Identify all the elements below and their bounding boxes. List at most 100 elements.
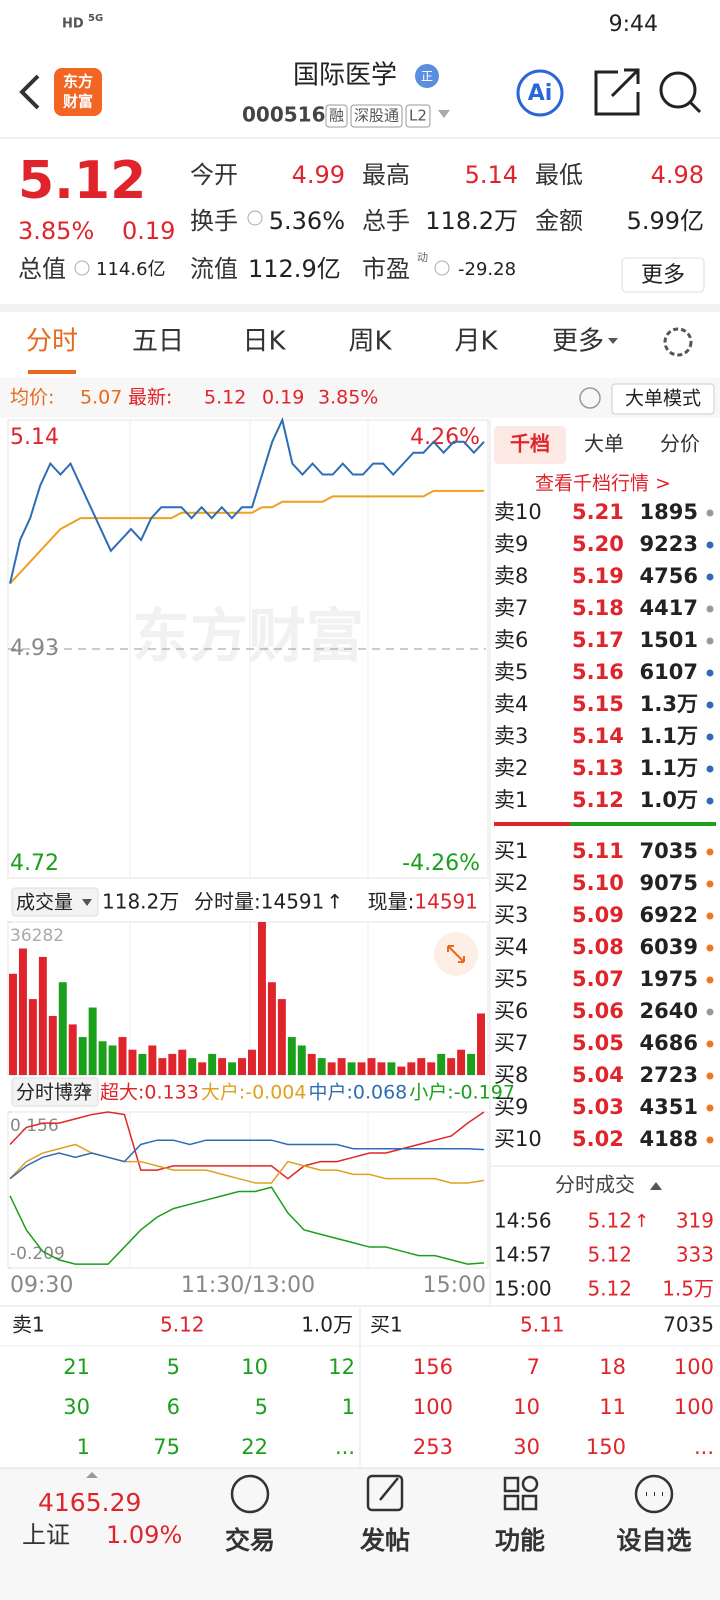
book-label: 卖7 [494,596,528,620]
volume-selector[interactable] [11,887,99,917]
tab[interactable]: 五日 [132,327,184,357]
book-price: 5.20 [572,532,624,556]
mode-button-frame[interactable] [611,383,715,415]
index-indicator [86,1472,98,1478]
back-button[interactable] [19,74,40,110]
queue-cell: 100 [674,1395,714,1419]
post-icon[interactable] [366,1474,404,1512]
book-price: 5.03 [572,1095,624,1119]
info-icon[interactable] [434,260,450,276]
stock-name: 国际医学 [293,61,397,91]
function-icon [503,1494,520,1511]
ai-text[interactable]: Ai [528,81,553,106]
book-price: 5.19 [572,564,624,588]
y-tick-label: 36282 [10,926,64,946]
queue-cell: 11 [599,1395,626,1419]
book-tab[interactable]: 千档 [510,432,550,456]
tab[interactable]: 月K [454,327,498,357]
tab-dropdown [608,338,618,344]
book-volume: 1975 [640,967,698,991]
book-label: 卖1 [494,788,528,812]
book-dot [706,912,714,920]
index-name: 上证 [22,1521,70,1549]
book-dot [706,733,714,741]
volume-bar [277,999,286,1075]
function-icon [521,1494,538,1511]
volume-bar [188,1058,197,1075]
queue-cell: 150 [586,1435,626,1459]
y-tick-label: 4.72 [10,851,59,876]
queue-volume: 7035 [663,1313,714,1337]
more-button[interactable] [621,257,705,293]
book-price: 5.16 [572,660,624,684]
function-icon[interactable] [503,1476,520,1493]
book-price: 5.06 [572,999,624,1023]
book-tab[interactable]: 大单 [584,432,624,456]
book-volume: 1895 [640,500,698,524]
funds-chart-frame [7,1111,489,1269]
volume-bar [367,1058,376,1075]
volume-bar [437,1053,446,1075]
queue-cell: 156 [413,1355,453,1379]
watchlist-icon[interactable] [634,1474,674,1514]
trade-price: 5.12 [587,1209,632,1233]
expand-icon [447,945,465,963]
book-dot [706,976,714,984]
legend-value: -0.004 [245,1082,306,1104]
legend-value: -0.197 [454,1082,515,1104]
queue-cell: 1 [77,1435,90,1459]
info-icon[interactable] [74,260,90,276]
volume-bar [168,1053,177,1075]
trades-toggle [650,1182,662,1190]
nav-item[interactable]: 发帖 [359,1526,410,1555]
volume-bar [467,1053,476,1075]
funds-selector[interactable] [11,1077,99,1107]
book-dot [706,765,714,773]
trade-volume: 333 [676,1243,714,1267]
volume-bar [178,1049,187,1075]
trade-icon[interactable] [230,1474,270,1514]
tab[interactable]: 周K [348,327,392,357]
book-dot [706,797,714,805]
info-icon[interactable] [247,210,263,226]
more-button-label[interactable]: 更多 [641,263,685,288]
queue-cell: 5 [255,1395,268,1419]
volume-bar [327,1062,336,1075]
header-icons [594,68,702,116]
volume-selector-label[interactable]: 成交量 [16,892,73,914]
settings-icon[interactable] [663,327,693,357]
info-avg: 5.07 [80,387,122,409]
volume-bar [78,1037,87,1075]
ai-button[interactable] [516,69,564,117]
trade-time: 15:00 [494,1277,552,1301]
help-icon[interactable] [579,387,601,409]
legend-value: 0.068 [353,1082,407,1104]
book-label: 买8 [494,1063,528,1087]
divider [0,304,720,312]
status-time: 9:44 [609,12,658,37]
trade-arrow: ↑ [634,1211,649,1232]
nav-item[interactable]: 设自选 [616,1526,691,1555]
queue-label: 买1 [370,1313,403,1337]
book-link[interactable]: 查看千档行情 > [535,473,671,495]
nav-item[interactable]: 功能 [495,1526,545,1555]
book-label: 买10 [494,1127,542,1151]
book-label: 买6 [494,999,528,1023]
nav-icons [230,1474,674,1514]
nav-item[interactable]: 交易 [225,1526,275,1555]
funds-selector-label[interactable]: 分时博弈 [16,1082,92,1104]
share-icon[interactable] [594,68,640,116]
queue-cell: 30 [63,1395,90,1419]
tab[interactable]: 日K [242,327,286,357]
book-label: 买5 [494,967,528,991]
tab[interactable]: 分时 [26,327,78,357]
volume-bar [48,1015,57,1075]
book-label: 卖3 [494,724,528,748]
legend-label: 中户: [308,1082,352,1104]
book-tab[interactable]: 分价 [660,432,700,456]
tab[interactable]: 更多 [552,327,604,357]
mode-button[interactable]: 大单模式 [625,388,701,410]
search-icon[interactable] [659,71,697,109]
volume-bar [158,1058,167,1075]
stock-code: 000516 [242,103,326,127]
